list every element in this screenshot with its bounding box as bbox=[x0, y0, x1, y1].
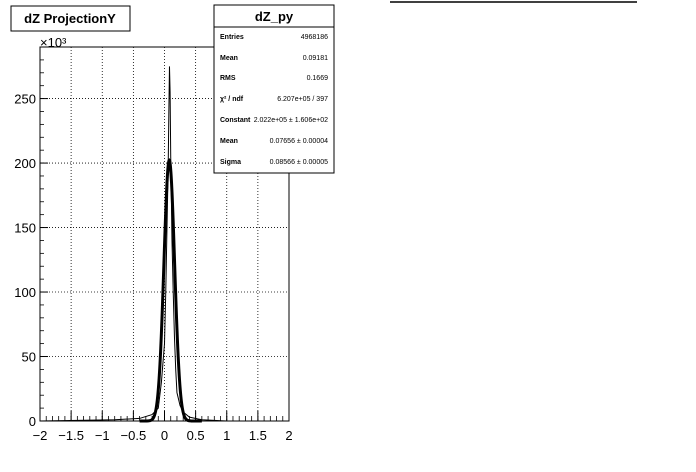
y-tick-label: 0 bbox=[29, 414, 36, 429]
chart-title: dZ ProjectionY bbox=[24, 11, 116, 26]
stats-row-key: Entries bbox=[220, 34, 244, 41]
stats-row-value: 0.08566 ± 0.00005 bbox=[270, 159, 328, 166]
x-tick-label: 0.5 bbox=[187, 428, 205, 443]
x-tick-label: −1 bbox=[95, 428, 110, 443]
stats-row-key: Mean bbox=[220, 138, 238, 145]
stats-box: dZ_py Entries 4968186 Mean 0.09181 RMS 0.1669… bbox=[213, 4, 335, 174]
stats-row-value: 4968186 bbox=[301, 34, 328, 41]
x-tick-label: −2 bbox=[33, 428, 48, 443]
gaussian-fit-line bbox=[139, 158, 202, 423]
title-box: dZ ProjectionY bbox=[10, 5, 131, 32]
x-tick-label: −1.5 bbox=[58, 428, 84, 443]
stats-row-key: χ² / ndf bbox=[220, 96, 244, 103]
stats-title: dZ_py bbox=[255, 9, 294, 24]
y-tick-label: 200 bbox=[14, 156, 36, 171]
y-tick-label: 150 bbox=[14, 221, 36, 236]
x-tick-label: −0.5 bbox=[121, 428, 147, 443]
stats-row-value: 0.1669 bbox=[307, 75, 329, 82]
stats-row-key: Constant bbox=[220, 117, 251, 124]
x-tick-label: 1 bbox=[223, 428, 230, 443]
axes: −2 −1.5 −1 −0.5 0 0.5 1 1.5 2 0 50 100 150 200 250 bbox=[14, 46, 293, 443]
stats-row-key: RMS bbox=[220, 75, 236, 82]
y-multiplier-label: ×10³ bbox=[40, 35, 67, 50]
x-tick-label: 1.5 bbox=[249, 428, 267, 443]
x-tick-label: 2 bbox=[285, 428, 292, 443]
y-tick-label: 250 bbox=[14, 92, 36, 107]
stats-row-value: 6.207e+05 / 397 bbox=[277, 96, 328, 103]
stats-row-value: 2.022e+05 ± 1.606e+02 bbox=[254, 117, 328, 124]
stats-row-key: Sigma bbox=[220, 159, 241, 166]
stats-row-key: Mean bbox=[220, 55, 238, 62]
x-tick-label: 0 bbox=[161, 428, 168, 443]
stats-row-value: 0.09181 bbox=[303, 55, 328, 62]
stats-row-value: 0.07656 ± 0.00004 bbox=[270, 138, 328, 145]
series-layer bbox=[39, 66, 289, 423]
y-tick-label: 100 bbox=[14, 285, 36, 300]
y-tick-label: 50 bbox=[22, 350, 36, 365]
